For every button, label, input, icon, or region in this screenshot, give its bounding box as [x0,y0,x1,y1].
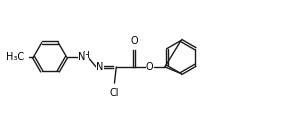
Text: Cl: Cl [110,88,119,98]
Text: H₃C: H₃C [6,52,24,62]
Text: O: O [146,62,153,72]
Text: O: O [130,36,138,46]
Text: N: N [78,52,86,62]
Text: H: H [82,50,89,60]
Text: N: N [96,62,104,72]
